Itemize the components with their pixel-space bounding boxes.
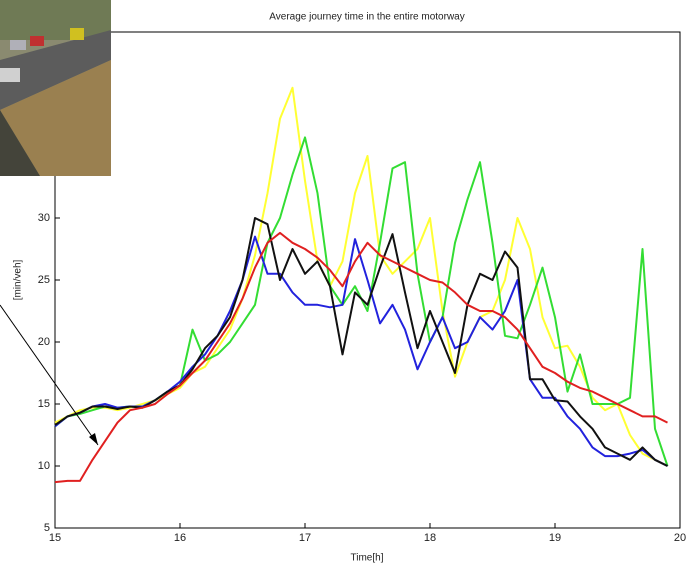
photo-car bbox=[30, 36, 44, 46]
x-tick-label: 16 bbox=[174, 532, 186, 544]
arrow-line bbox=[0, 304, 99, 446]
x-tick-label: 17 bbox=[299, 532, 311, 544]
annotation-arrow bbox=[0, 304, 99, 446]
y-tick-label: 20 bbox=[38, 336, 50, 348]
arrow-head bbox=[89, 433, 98, 445]
y-tick-label: 15 bbox=[38, 398, 50, 410]
photo-car bbox=[0, 68, 20, 82]
x-tick-label: 20 bbox=[674, 532, 686, 544]
series-line bbox=[54, 217, 668, 467]
x-axis-label: Time[h] bbox=[351, 553, 384, 564]
photo-car bbox=[70, 28, 84, 40]
x-tick-label: 15 bbox=[49, 532, 61, 544]
y-tick-label: 30 bbox=[38, 212, 50, 224]
photo-grass bbox=[0, 60, 111, 176]
x-tick-label: 19 bbox=[549, 532, 561, 544]
photo-rail bbox=[0, 110, 40, 176]
y-tick-label: 5 bbox=[44, 522, 50, 534]
series-line bbox=[54, 231, 668, 484]
y-tick-label: 10 bbox=[38, 460, 50, 472]
photo-road bbox=[0, 30, 111, 110]
photo-trees bbox=[0, 0, 111, 40]
photo-car bbox=[10, 40, 26, 50]
y-axis-label: [min/veh] bbox=[13, 259, 24, 300]
series-group bbox=[54, 86, 669, 484]
y-tick-label: 25 bbox=[38, 274, 50, 286]
photo bbox=[0, 0, 111, 176]
chart-title: Average journey time in the entire motor… bbox=[269, 12, 464, 23]
x-tick-label: 18 bbox=[424, 532, 436, 544]
